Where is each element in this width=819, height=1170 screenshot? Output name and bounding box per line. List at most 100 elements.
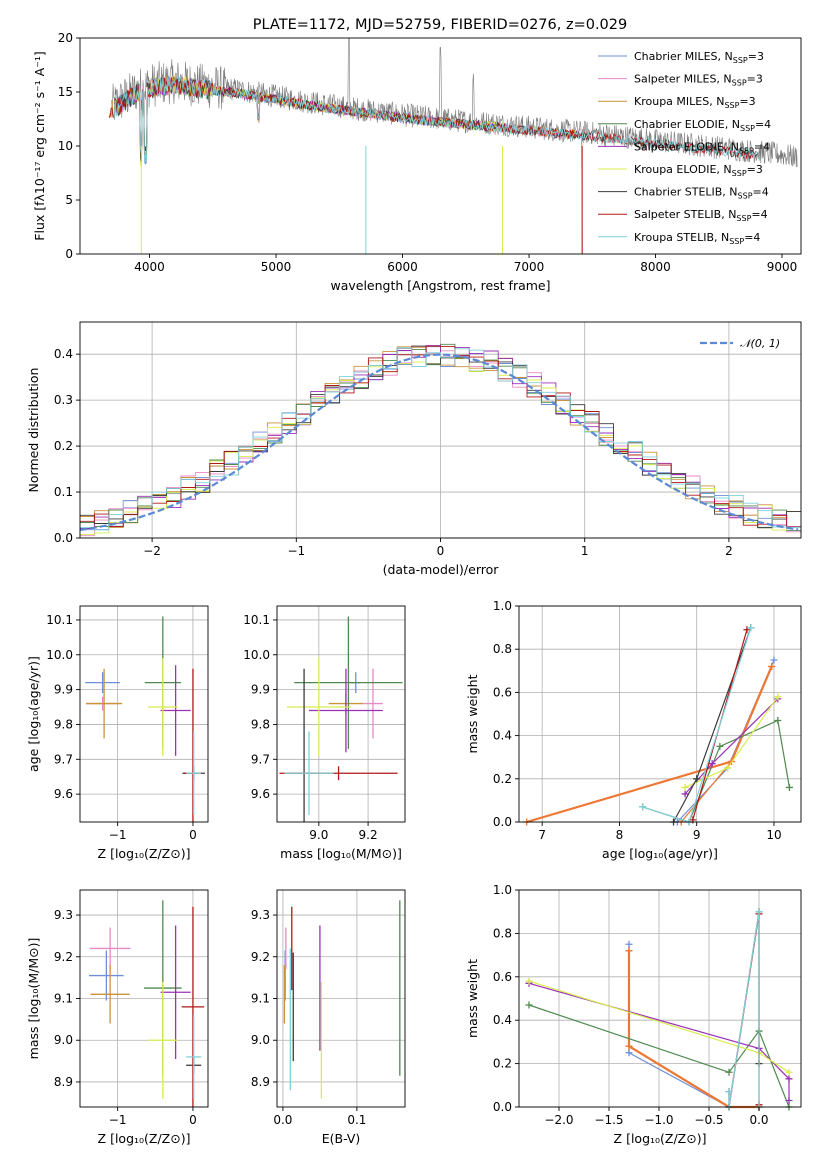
mass-weight-line xyxy=(528,1004,790,1108)
y-tick-label: 10.0 xyxy=(243,648,270,662)
gaussian-curve xyxy=(80,353,799,531)
figure-title: PLATE=1172, MJD=52759, FIBERID=0276, z=0… xyxy=(253,17,627,33)
y-tick-label: 9.3 xyxy=(54,908,73,922)
y-tick-label: 8.9 xyxy=(251,1075,270,1089)
x-axis-label: mass [log₁₀(M/M⊙)] xyxy=(280,846,402,861)
x-tick-label: 2 xyxy=(725,544,733,558)
mass-weight-age-panel: 7 8 9 10 0.0 0.2 0.4 0.6 0.8 1.0 age [log₁₀(age/yr… xyxy=(465,599,802,861)
y-tick-label: 0.0 xyxy=(54,531,73,545)
x-tick-label: 0.0 xyxy=(749,1113,768,1127)
y-axis-label: mass [log₁₀(M/M⊙)] xyxy=(26,938,41,1060)
residuals-panel: −2 −1 0 1 2 0.0 0.1 0.2 0.3 0.4 (data-model)/error… xyxy=(26,321,802,577)
y-tick-label: 0.4 xyxy=(54,347,73,361)
mass-weight-marker xyxy=(725,1088,733,1096)
y-tick-label: 0.8 xyxy=(493,642,512,656)
mass-weight-marker xyxy=(625,940,633,948)
x-tick-label: 10 xyxy=(766,828,781,842)
x-axis-label: age [log₁₀(age/yr)] xyxy=(602,846,718,861)
x-tick-label: 0.1 xyxy=(347,1113,366,1127)
y-tick-label: 9.2 xyxy=(54,950,73,964)
y-axis-label: mass weight xyxy=(465,674,480,753)
x-tick-label: 9 xyxy=(693,828,701,842)
y-tick-label: 1.0 xyxy=(493,883,512,897)
residuals-legend: 𝒩(0, 1) xyxy=(700,337,780,350)
x-tick-label: 0.0 xyxy=(273,1113,292,1127)
x-tick-label: 6000 xyxy=(387,260,418,274)
mass-weight-line xyxy=(627,950,759,1109)
x-tick-label: −2 xyxy=(143,544,161,558)
weight-lines xyxy=(523,624,793,826)
axes-frame xyxy=(518,889,802,1108)
mass-weight-line xyxy=(526,666,773,824)
age-vs-mass-panel: 9.0 9.2 9.6 9.7 9.8 9.9 10.0 10.1 mass [log₁₀(M/… xyxy=(243,605,406,861)
mass-weight-marker xyxy=(639,803,647,811)
x-axis-label: wavelength [Angstrom, rest frame] xyxy=(330,278,550,293)
y-tick-label: 20 xyxy=(58,31,73,45)
spectrum-legend: Chabrier MILES, NSSP=3 Salpeter MILES, NS… xyxy=(598,50,771,246)
x-axis-label: Z [log₁₀(Z/Z⊙)] xyxy=(614,1131,707,1146)
legend-label: Salpeter STELIB, NSSP=4 xyxy=(634,208,768,223)
y-tick-label: 9.0 xyxy=(251,1033,270,1047)
x-tick-label: −1.0 xyxy=(644,1113,673,1127)
legend-label: Kroupa ELODIE, NSSP=3 xyxy=(634,163,763,178)
error-bars xyxy=(85,616,205,822)
mass-weight-marker xyxy=(681,783,689,791)
mass-weight-marker xyxy=(725,1068,733,1076)
x-axis-label: Z [log₁₀(Z/Z⊙)] xyxy=(98,846,191,861)
y-tick-label: 9.6 xyxy=(54,787,73,801)
x-tick-label: 7 xyxy=(538,828,546,842)
y-tick-label: 0.0 xyxy=(493,1100,512,1114)
error-bars xyxy=(283,900,401,1099)
legend-label: Salpeter MILES, NSSP=3 xyxy=(634,73,763,88)
residual-histograms xyxy=(80,343,801,537)
y-tick-label: 0.0 xyxy=(493,815,512,829)
y-axis-label: Normed distribution xyxy=(26,368,41,493)
spectrum-panel: 4000 5000 6000 7000 8000 9000 0 5 10 15 20 waveleng… xyxy=(32,31,802,293)
mass-weight-marker xyxy=(774,693,782,701)
mass-weight-marker xyxy=(768,662,776,670)
y-tick-label: 0.6 xyxy=(493,970,512,984)
x-tick-label: 0 xyxy=(189,828,197,842)
age-vs-Z-panel: −1 0 9.6 9.7 9.8 9.9 10.0 10.1 Z [log₁₀(Z/Z⊙)] ag… xyxy=(26,605,209,861)
y-axis-label: mass weight xyxy=(465,959,480,1038)
legend-label: Kroupa MILES, NSSP=3 xyxy=(634,95,756,110)
x-tick-label: 8000 xyxy=(640,260,671,274)
residual-histogram-line xyxy=(80,345,801,528)
mass-weight-marker xyxy=(785,1068,793,1076)
y-tick-label: 9.3 xyxy=(251,908,270,922)
mass-weight-marker xyxy=(625,1042,633,1050)
mass-weight-marker xyxy=(785,1096,793,1104)
mass-weight-line xyxy=(728,911,760,1108)
mass-weight-Z-panel: −2.0 −1.5 −1.0 −0.5 0.0 0.0 0.2 0.4 0.6 0.8 1.0 Z [… xyxy=(465,883,802,1146)
y-tick-label: 0.4 xyxy=(493,729,512,743)
y-tick-label: 9.0 xyxy=(54,1033,73,1047)
mass-weight-marker xyxy=(525,1001,533,1009)
legend-label: Salpeter ELODIE, NSSP=4 xyxy=(634,140,770,155)
x-tick-label: 8 xyxy=(616,828,624,842)
y-tick-label: 0.2 xyxy=(54,439,73,453)
y-tick-label: 9.6 xyxy=(251,787,270,801)
residual-histogram-line xyxy=(80,345,801,529)
y-tick-label: 9.1 xyxy=(54,992,73,1006)
y-tick-label: 1.0 xyxy=(493,599,512,613)
y-tick-label: 0.6 xyxy=(493,685,512,699)
x-tick-label: 4000 xyxy=(134,260,165,274)
x-tick-label: 9.0 xyxy=(309,828,328,842)
spectrum-series-group xyxy=(108,38,798,254)
x-tick-label: 5000 xyxy=(261,260,292,274)
mass-weight-marker xyxy=(681,790,689,798)
model-spectrum-line xyxy=(108,75,583,254)
mass-weight-marker xyxy=(743,626,751,634)
mass-weight-marker xyxy=(625,1049,633,1057)
x-tick-label: −1 xyxy=(287,544,305,558)
mass-weight-line xyxy=(680,666,773,823)
mass-weight-marker xyxy=(525,977,533,985)
y-tick-label: 9.8 xyxy=(54,717,73,731)
x-axis-label: (data-model)/error xyxy=(383,562,500,577)
legend-label: Chabrier ELODIE, NSSP=4 xyxy=(634,118,771,133)
error-bars xyxy=(89,900,205,1107)
y-tick-label: 0.4 xyxy=(493,1013,512,1027)
x-tick-label: 7000 xyxy=(514,260,545,274)
mass-weight-marker xyxy=(747,624,755,632)
